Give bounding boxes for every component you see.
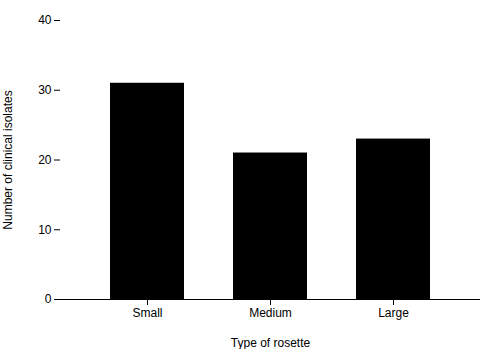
svg-text:40: 40 [38, 13, 52, 27]
svg-text:0: 0 [45, 292, 52, 306]
svg-text:20: 20 [38, 153, 52, 167]
svg-text:Small: Small [132, 306, 162, 320]
svg-text:Number of clinical isolates: Number of clinical isolates [1, 90, 15, 229]
svg-text:Large: Large [378, 306, 409, 320]
svg-text:30: 30 [38, 83, 52, 97]
svg-text:Type of rosette: Type of rosette [231, 336, 311, 349]
svg-text:Medium: Medium [249, 306, 292, 320]
svg-text:10: 10 [38, 223, 52, 237]
